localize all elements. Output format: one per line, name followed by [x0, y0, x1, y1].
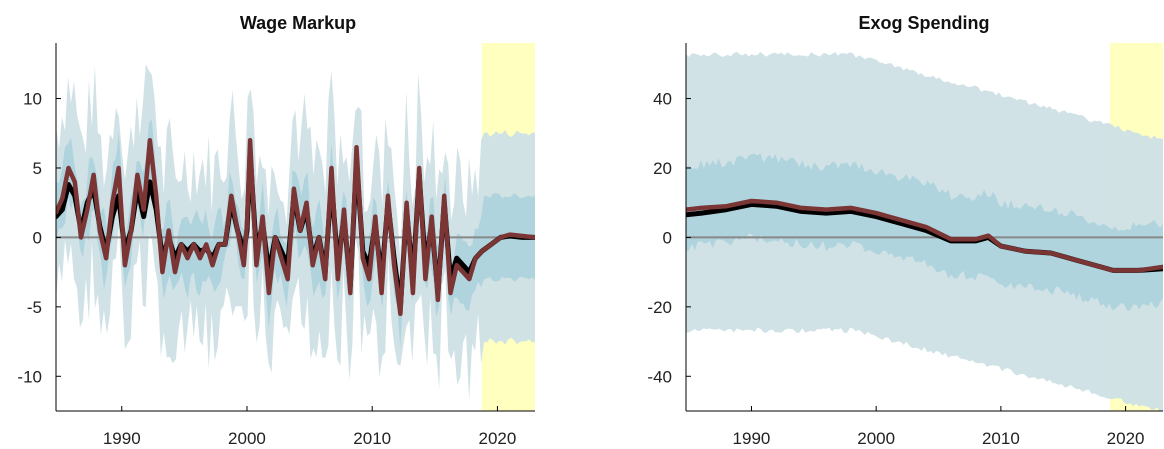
chart-exog-spending: Exog Spending 40 20 0 -20 -40 1990 2000 2010 202… — [647, 13, 1163, 448]
x-tick-label: 2000 — [857, 429, 895, 448]
x-tick-label: 2010 — [353, 429, 391, 448]
chart-title: Exog Spending — [858, 13, 989, 33]
series-line-red — [686, 198, 1163, 273]
x-tick-label: 2020 — [479, 429, 517, 448]
y-tick-label: -10 — [17, 367, 42, 386]
chart-title: Wage Markup — [240, 13, 356, 33]
x-tick-label: 1990 — [103, 429, 141, 448]
y-tick-label: 10 — [23, 90, 42, 109]
plot-area — [56, 43, 535, 411]
plot-area — [686, 43, 1163, 411]
x-tick-label: 2010 — [982, 429, 1020, 448]
y-tick-label: 0 — [663, 228, 672, 247]
x-tick-label: 2000 — [228, 429, 266, 448]
y-tick-label: 20 — [653, 159, 672, 178]
y-tick-label: 5 — [33, 159, 42, 178]
x-tick-label: 1990 — [733, 429, 771, 448]
y-tick-label: -40 — [647, 367, 672, 386]
y-tick-label: 0 — [33, 228, 42, 247]
chart-wage-markup: Wage Markup 10 5 0 -5 -10 1990 2000 2010 2020 — [17, 13, 535, 448]
y-tick-label: 40 — [653, 90, 672, 109]
outer-band — [56, 64, 535, 401]
y-tick-label: -20 — [647, 298, 672, 317]
series-line-red — [56, 137, 535, 317]
x-tick-label: 2020 — [1107, 429, 1145, 448]
y-tick-label: -5 — [27, 298, 42, 317]
